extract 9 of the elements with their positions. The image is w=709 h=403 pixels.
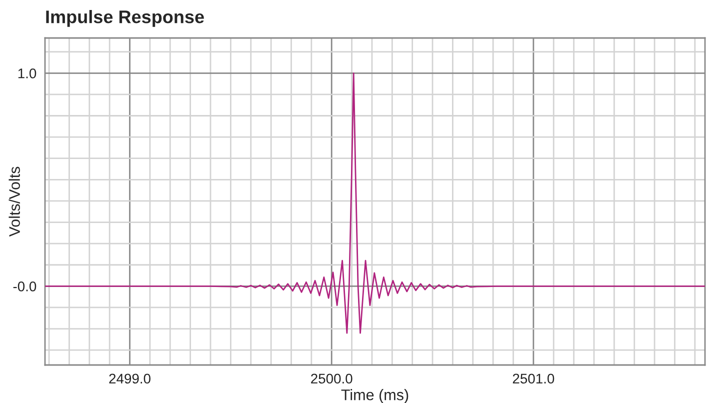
y-axis-title: Volts/Volts <box>8 166 20 237</box>
y-tick-label: -0.0 <box>13 282 36 292</box>
chart-title: Impulse Response <box>46 10 204 27</box>
line-series <box>45 72 705 334</box>
y-tick-label: 1.0 <box>18 68 36 78</box>
x-axis-title: Time (ms) <box>341 389 408 403</box>
x-tick-label: 2499.0 <box>109 374 150 384</box>
x-tick-label: 2500.0 <box>311 374 352 384</box>
x-tick-label: 2501.0 <box>512 374 554 384</box>
